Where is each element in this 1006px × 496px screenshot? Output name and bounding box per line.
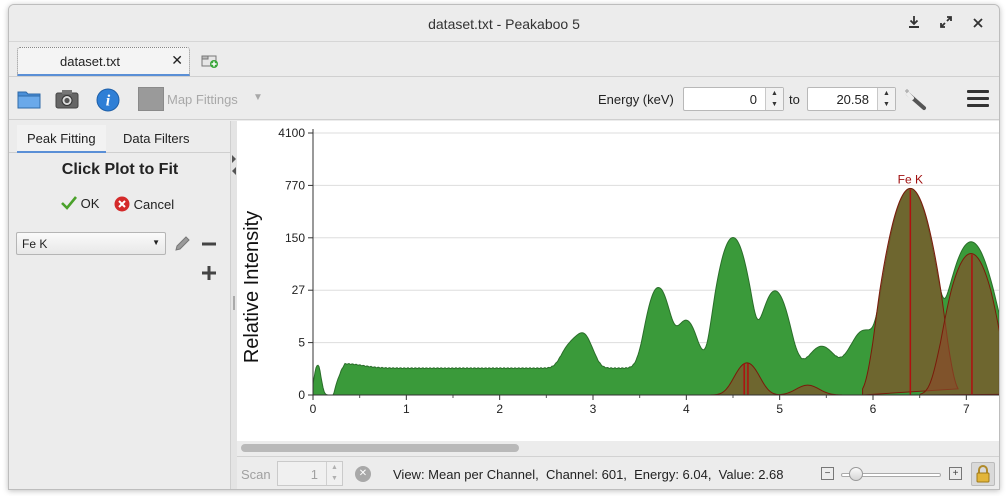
energy-from-input[interactable]	[684, 88, 783, 110]
energy-from-arrows[interactable]: ▲ ▼	[765, 88, 783, 110]
spin-down-icon: ▼	[331, 475, 338, 482]
auto-energy-wand-icon[interactable]	[904, 88, 928, 110]
spin-up-icon: ▲	[331, 464, 338, 471]
maximize-icon[interactable]	[935, 13, 957, 35]
pin-icon[interactable]	[903, 13, 925, 35]
status-bar: Scan 1 ▲ ▼ ✕ View: Mean per Channel, Chan…	[237, 456, 999, 489]
document-tab-bar: dataset.txt ✕	[9, 43, 999, 77]
chevron-down-icon: ▼	[253, 92, 263, 103]
lock-icon	[976, 465, 990, 483]
spin-down-icon[interactable]: ▼	[883, 101, 890, 108]
fitted-peak	[919, 253, 999, 396]
new-tab-icon[interactable]	[201, 53, 219, 69]
title-bar: dataset.txt - Peakaboo 5	[9, 5, 999, 42]
cancel-button[interactable]: Cancel	[114, 196, 174, 212]
tab-data-filters[interactable]: Data Filters	[123, 131, 190, 146]
zoom-in-icon[interactable]: +	[949, 467, 962, 480]
fit-instruction-title: Click Plot to Fit	[61, 161, 179, 178]
svg-text:i: i	[106, 93, 111, 110]
panel-splitter[interactable]	[231, 121, 237, 489]
sidebar-panel: Peak Fitting Data Filters Click Plot to …	[9, 121, 231, 489]
app-window: dataset.txt - Peakaboo 5 dataset.txt ✕ i	[8, 4, 1000, 490]
y-tick-label: 770	[285, 178, 305, 192]
x-tick-label: 4	[683, 402, 690, 416]
y-tick-label: 4100	[278, 126, 305, 140]
y-tick-label: 150	[285, 231, 305, 245]
horizontal-scrollbar[interactable]	[237, 441, 999, 455]
close-icon[interactable]	[967, 13, 989, 35]
zoom-slider-handle[interactable]	[849, 467, 863, 481]
energy-to-input[interactable]	[808, 88, 895, 110]
energy-from-stepper[interactable]: ▲▼	[683, 87, 784, 111]
spin-up-icon[interactable]: ▲	[771, 90, 778, 97]
x-tick-label: 1	[403, 402, 410, 416]
scan-stepper: 1 ▲ ▼	[277, 461, 343, 486]
peak-annotation: Fe K	[898, 172, 923, 186]
cancel-icon	[114, 196, 130, 212]
edit-pencil-icon[interactable]	[173, 235, 191, 253]
tab-label: dataset.txt	[60, 54, 120, 69]
energy-to-stepper[interactable]: ▲▼	[807, 87, 896, 111]
ok-button[interactable]: OK	[61, 196, 99, 211]
y-tick-label: 27	[292, 283, 306, 297]
element-select[interactable]: Fe K ▼	[16, 232, 166, 255]
remove-minus-icon[interactable]	[200, 235, 218, 253]
energy-to-arrows[interactable]: ▲ ▼	[877, 88, 895, 110]
energy-label: Energy (keV)	[598, 92, 674, 107]
zoom-out-icon[interactable]: −	[821, 467, 834, 480]
spin-down-icon[interactable]: ▼	[771, 101, 778, 108]
element-select-value: Fe K	[22, 237, 48, 251]
x-tick-label: 7	[963, 402, 970, 416]
ok-label: OK	[80, 196, 100, 211]
window-title: dataset.txt - Peakaboo 5	[428, 16, 580, 32]
cancel-label: Cancel	[133, 197, 175, 212]
y-tick-label: 0	[298, 388, 305, 402]
info-icon[interactable]: i	[96, 88, 120, 112]
scan-arrows: ▲ ▼	[326, 462, 342, 485]
tab-dataset[interactable]: dataset.txt ✕	[17, 47, 190, 76]
x-tick-label: 0	[310, 402, 317, 416]
scrollbar-thumb[interactable]	[241, 444, 519, 452]
tab-peak-fitting[interactable]: Peak Fitting	[17, 125, 106, 153]
checkmark-icon	[61, 196, 78, 210]
lock-button[interactable]	[971, 462, 995, 486]
to-label: to	[789, 92, 800, 107]
y-axis-label: Relative Intensity	[241, 211, 263, 363]
camera-icon[interactable]	[55, 88, 79, 110]
open-folder-icon[interactable]	[17, 88, 41, 110]
spectrum-chart[interactable]: Fe K 0 5 27 150 770 4100 0 1 2 3 4 5 6 7 Relative Int…	[237, 121, 999, 441]
add-plus-icon[interactable]	[200, 264, 218, 282]
scan-label: Scan	[241, 467, 271, 482]
status-readout: View: Mean per Channel, Channel: 601, En…	[393, 467, 784, 482]
x-tick-label: 2	[496, 402, 503, 416]
x-tick-label: 5	[776, 402, 783, 416]
clear-scan-icon: ✕	[355, 466, 371, 482]
spin-up-icon[interactable]: ▲	[883, 90, 890, 97]
spectrum-plot[interactable]: Fe K 0 5 27 150 770 4100 0 1 2 3 4 5 6 7 Relative Int…	[237, 121, 999, 441]
chevron-down-icon: ▼	[152, 238, 160, 247]
scan-value: 1	[310, 467, 318, 482]
main-toolbar: i Map Fittings ▼ Energy (keV) ▲▼ to ▲▼	[9, 78, 999, 120]
x-tick-label: 3	[590, 402, 597, 416]
hamburger-menu-icon[interactable]	[967, 90, 989, 108]
zoom-slider[interactable]	[841, 473, 941, 477]
tab-close-icon[interactable]: ✕	[171, 52, 183, 68]
fitted-peak	[706, 362, 787, 396]
y-tick-label: 5	[298, 336, 305, 350]
map-fittings-icon	[138, 87, 164, 111]
map-fittings-button[interactable]: Map Fittings	[167, 92, 238, 107]
sidebar-tabs: Peak Fitting Data Filters	[9, 121, 231, 153]
x-tick-label: 6	[870, 402, 877, 416]
